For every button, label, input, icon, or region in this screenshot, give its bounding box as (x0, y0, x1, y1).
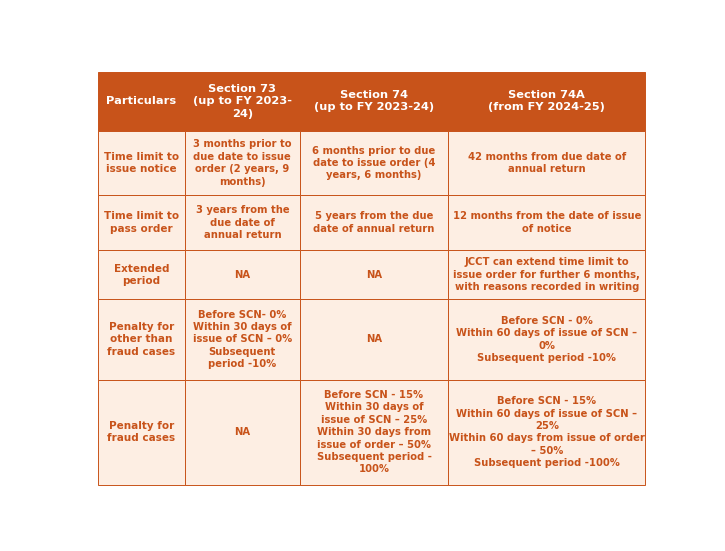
FancyBboxPatch shape (98, 380, 185, 485)
Text: Before SCN - 0%
Within 60 days of issue of SCN –
0%
Subsequent period -10%: Before SCN - 0% Within 60 days of issue … (456, 316, 637, 363)
FancyBboxPatch shape (98, 299, 185, 380)
Text: 3 months prior to
due date to issue
order (2 years, 9
months): 3 months prior to due date to issue orde… (193, 139, 291, 186)
Text: JCCT can extend time limit to
issue order for further 6 months,
with reasons rec: JCCT can extend time limit to issue orde… (453, 257, 640, 292)
FancyBboxPatch shape (448, 299, 645, 380)
Text: 5 years from the due
date of annual return: 5 years from the due date of annual retu… (313, 212, 435, 234)
FancyBboxPatch shape (185, 195, 299, 250)
FancyBboxPatch shape (448, 380, 645, 485)
Text: Penalty for
other than
fraud cases: Penalty for other than fraud cases (107, 322, 175, 357)
Text: Extended
period: Extended period (114, 263, 169, 286)
FancyBboxPatch shape (299, 380, 448, 485)
Text: NA: NA (366, 334, 382, 344)
Text: NA: NA (366, 270, 382, 280)
Text: Section 74
(up to FY 2023-24): Section 74 (up to FY 2023-24) (314, 90, 434, 112)
FancyBboxPatch shape (299, 299, 448, 380)
Text: Before SCN - 15%
Within 30 days of
issue of SCN – 25%
Within 30 days from
issue : Before SCN - 15% Within 30 days of issue… (317, 390, 431, 474)
Text: Before SCN - 15%
Within 60 days of issue of SCN –
25%
Within 60 days from issue : Before SCN - 15% Within 60 days of issue… (449, 396, 645, 468)
FancyBboxPatch shape (299, 72, 448, 131)
FancyBboxPatch shape (185, 380, 299, 485)
FancyBboxPatch shape (299, 131, 448, 195)
FancyBboxPatch shape (185, 131, 299, 195)
Text: 42 months from due date of
annual return: 42 months from due date of annual return (468, 152, 626, 174)
Text: Particulars: Particulars (107, 96, 176, 106)
Text: Time limit to
issue notice: Time limit to issue notice (104, 152, 179, 174)
FancyBboxPatch shape (98, 72, 185, 131)
Text: Before SCN- 0%
Within 30 days of
issue of SCN – 0%
Subsequent
period -10%: Before SCN- 0% Within 30 days of issue o… (193, 310, 292, 369)
FancyBboxPatch shape (91, 66, 652, 490)
FancyBboxPatch shape (448, 195, 645, 250)
Text: Penalty for
fraud cases: Penalty for fraud cases (107, 421, 175, 444)
FancyBboxPatch shape (448, 250, 645, 299)
FancyBboxPatch shape (185, 299, 299, 380)
Text: Section 73
(up to FY 2023-
24): Section 73 (up to FY 2023- 24) (193, 84, 292, 118)
FancyBboxPatch shape (98, 250, 185, 299)
Text: NA: NA (234, 427, 250, 437)
FancyBboxPatch shape (299, 250, 448, 299)
Text: 3 years from the
due date of
annual return: 3 years from the due date of annual retu… (196, 205, 289, 240)
Text: Section 74A
(from FY 2024-25): Section 74A (from FY 2024-25) (489, 90, 605, 112)
Text: NA: NA (234, 270, 250, 280)
FancyBboxPatch shape (185, 250, 299, 299)
FancyBboxPatch shape (448, 72, 645, 131)
FancyBboxPatch shape (98, 131, 185, 195)
Text: Time limit to
pass order: Time limit to pass order (104, 212, 179, 234)
Text: 6 months prior to due
date to issue order (4
years, 6 months): 6 months prior to due date to issue orde… (312, 145, 436, 180)
FancyBboxPatch shape (448, 131, 645, 195)
Text: 12 months from the date of issue
of notice: 12 months from the date of issue of noti… (452, 212, 641, 234)
FancyBboxPatch shape (98, 195, 185, 250)
FancyBboxPatch shape (185, 72, 299, 131)
FancyBboxPatch shape (299, 195, 448, 250)
